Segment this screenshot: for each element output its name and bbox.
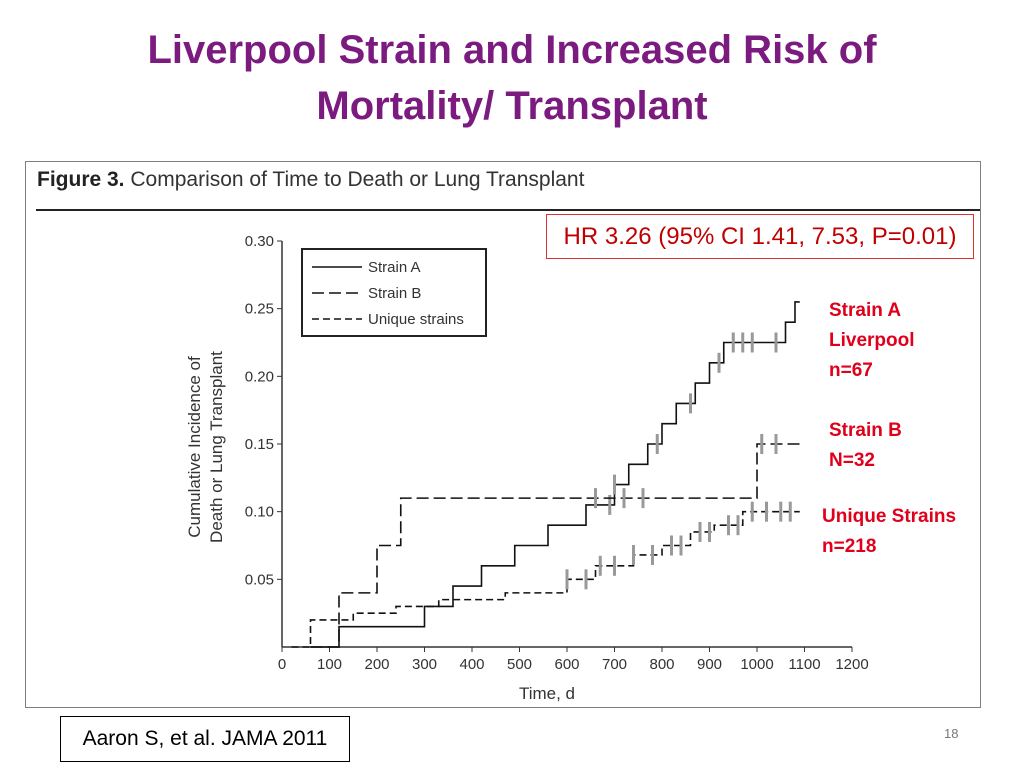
figure-caption-text: Comparison of Time to Death or Lung Tran… xyxy=(130,168,585,191)
x-tick-label: 100 xyxy=(317,656,342,673)
figure-caption: Figure 3. Comparison of Time to Death or… xyxy=(37,168,584,192)
y-axis-label-line: Cumulative Incidence of xyxy=(185,356,204,538)
annotation-strain-a-line3: n=67 xyxy=(829,360,873,381)
annotation-strain-b: Strain B N=32 xyxy=(829,416,902,476)
y-tick-label: 0.25 xyxy=(245,301,274,318)
x-tick-label: 0 xyxy=(278,656,286,673)
x-tick-label: 800 xyxy=(649,656,674,673)
annotation-unique-line1: Unique Strains xyxy=(822,506,957,527)
y-axis-label-line: Death or Lung Transplant xyxy=(207,351,226,543)
annotation-unique-strains: Unique Strains n=218 xyxy=(822,502,956,562)
x-tick-label: 200 xyxy=(364,656,389,673)
hazard-ratio-box: HR 3.26 (95% CI 1.41, 7.53, P=0.01) xyxy=(546,214,974,259)
annotation-strain-a-line1: Strain A xyxy=(829,300,902,321)
figure-panel: Figure 3. Comparison of Time to Death or… xyxy=(25,161,981,708)
x-tick-label: 500 xyxy=(507,656,532,673)
annotation-unique-line2: n=218 xyxy=(822,536,877,557)
figure-divider xyxy=(36,209,980,211)
x-tick-label: 1200 xyxy=(835,656,868,673)
legend-label: Unique strains xyxy=(368,311,464,328)
x-axis-label: Time, d xyxy=(519,684,575,703)
annotation-strain-b-line2: N=32 xyxy=(829,450,875,471)
x-tick-label: 600 xyxy=(554,656,579,673)
y-tick-label: 0.10 xyxy=(245,504,274,521)
slide-title: Liverpool Strain and Increased Risk of M… xyxy=(0,22,1024,134)
y-tick-label: 0.15 xyxy=(245,436,274,453)
series-line-strain-a xyxy=(310,301,800,648)
annotation-strain-a: Strain A Liverpool n=67 xyxy=(829,296,915,386)
y-tick-label: 0.20 xyxy=(245,368,274,385)
annotation-strain-a-line2: Liverpool xyxy=(829,330,915,351)
x-tick-label: 400 xyxy=(459,656,484,673)
x-tick-label: 900 xyxy=(697,656,722,673)
page-number: 18 xyxy=(944,726,959,741)
x-tick-label: 1100 xyxy=(788,656,820,673)
x-tick-label: 700 xyxy=(602,656,627,673)
annotation-strain-b-line1: Strain B xyxy=(829,420,902,441)
slide-title-line2: Mortality/ Transplant xyxy=(316,84,708,128)
x-tick-label: 1000 xyxy=(740,656,773,673)
slide-title-line1: Liverpool Strain and Increased Risk of xyxy=(147,28,877,72)
citation-box: Aaron S, et al. JAMA 2011 xyxy=(60,716,350,762)
figure-label: Figure 3. xyxy=(37,168,125,191)
legend-label: Strain B xyxy=(368,285,421,302)
x-tick-label: 300 xyxy=(412,656,437,673)
y-tick-label: 0.05 xyxy=(245,571,274,588)
y-tick-label: 0.30 xyxy=(245,233,274,250)
legend-label: Strain A xyxy=(368,259,421,276)
series-line-strain-b xyxy=(310,443,800,648)
